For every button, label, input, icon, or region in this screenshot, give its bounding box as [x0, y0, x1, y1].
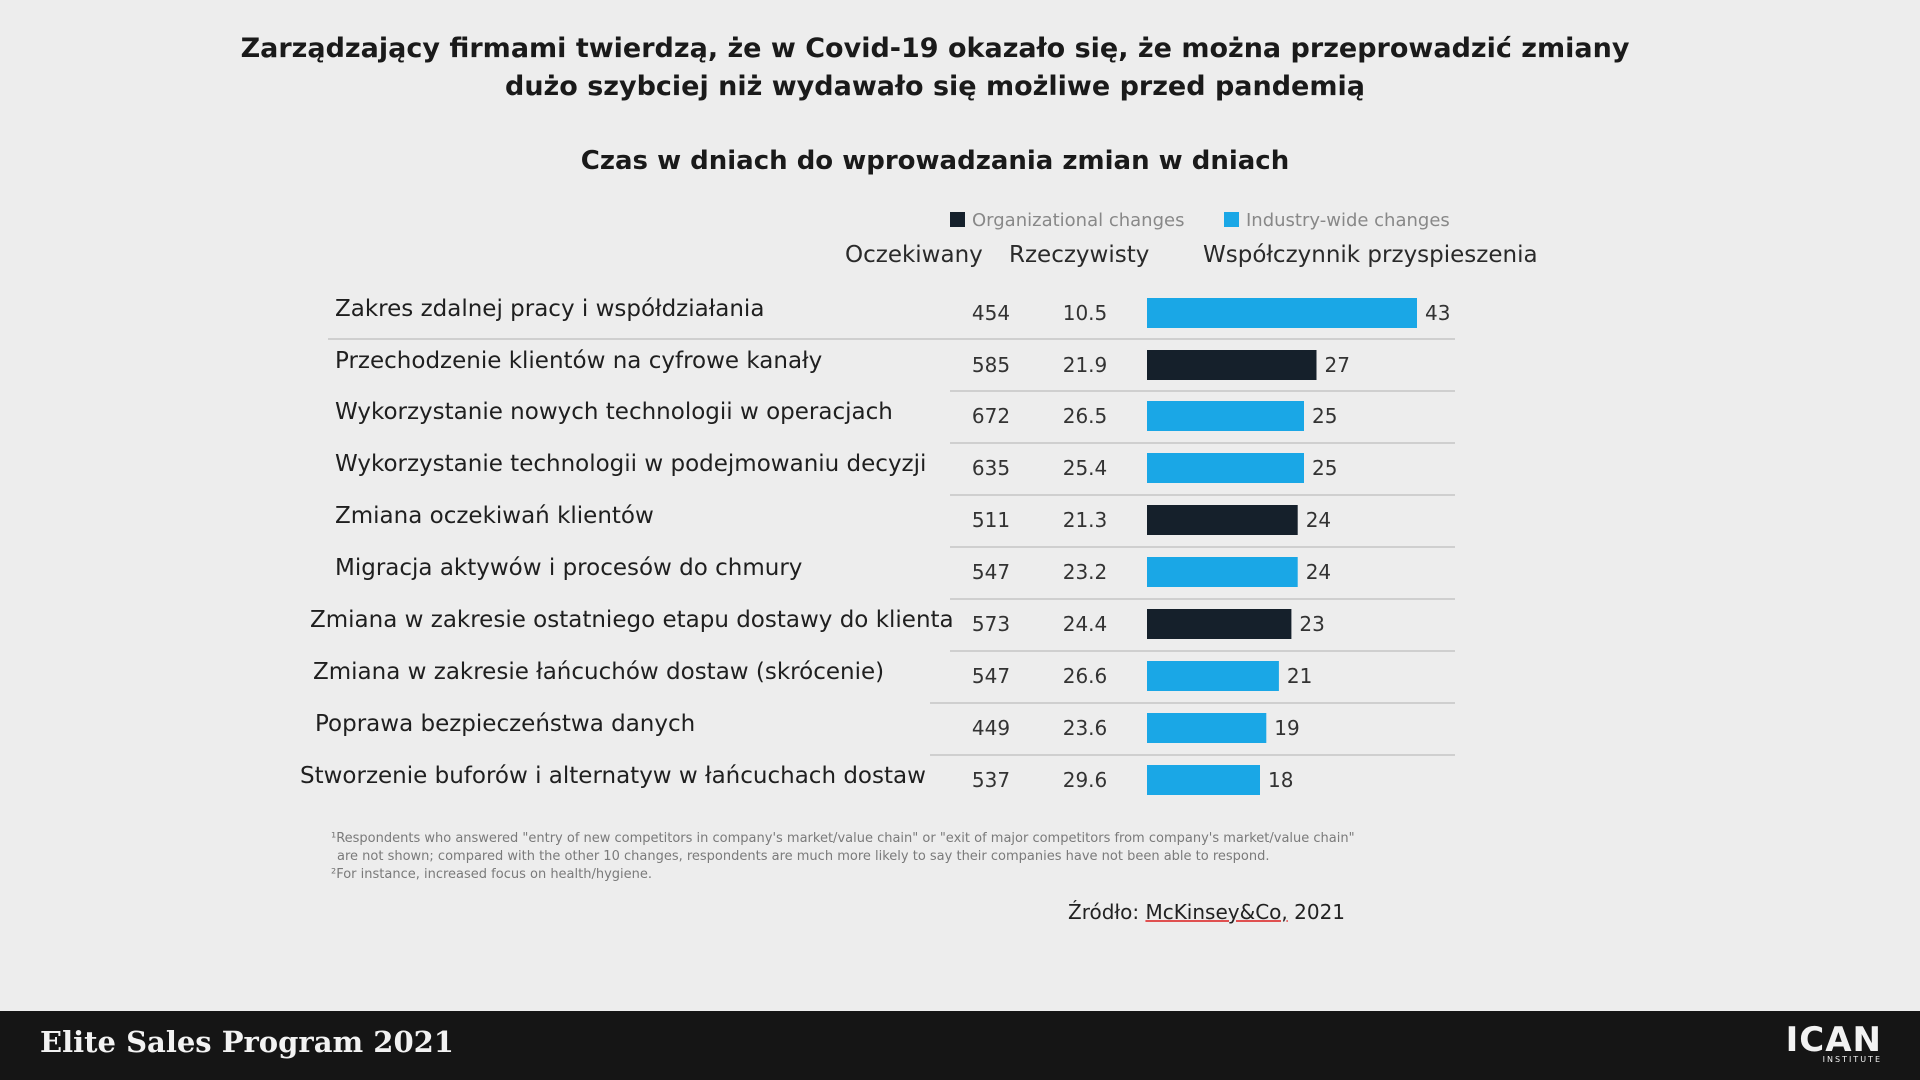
footnote-line-2: are not shown; compared with the other 1…: [337, 849, 1270, 864]
row-separator: [950, 494, 1455, 496]
bar-data-label: 23: [1299, 612, 1324, 636]
footer-bar: Elite Sales Program 2021 ICAN INSTITUTE: [0, 1011, 1920, 1080]
bar-industry: [1147, 401, 1304, 431]
row-expected-value: 635: [971, 456, 1011, 480]
row-label: Wykorzystanie technologii w podejmowaniu…: [335, 451, 927, 477]
row-actual-value: 24.4: [1062, 612, 1108, 636]
row-actual-value: 25.4: [1062, 456, 1108, 480]
bar-organizational: [1147, 505, 1298, 535]
row-expected-value: 585: [971, 353, 1011, 377]
legend-swatch-industry: [1224, 212, 1239, 227]
row-expected-value: 573: [971, 612, 1011, 636]
slide-title: Zarządzający firmami twierdzą, że w Covi…: [0, 30, 1870, 106]
row-actual-value: 23.2: [1062, 560, 1108, 584]
row-separator: [950, 650, 1455, 652]
row-expected-value: 672: [971, 404, 1011, 428]
logo-sub-text: INSTITUTE: [1822, 1055, 1882, 1064]
bar-data-label: 27: [1325, 353, 1350, 377]
row-label: Zmiana w zakresie ostatniego etapu dosta…: [310, 607, 954, 633]
row-label: Przechodzenie klientów na cyfrowe kanały: [335, 348, 823, 374]
row-separator: [930, 754, 1455, 756]
row-separator: [950, 390, 1455, 392]
program-title: Elite Sales Program 2021: [40, 1025, 454, 1059]
row-separator: [950, 442, 1455, 444]
row-expected-value: 449: [971, 716, 1011, 740]
bar-data-label: 25: [1312, 456, 1337, 480]
bar-data-label: 24: [1306, 560, 1331, 584]
ican-logo: ICAN INSTITUTE: [1786, 1023, 1882, 1064]
bar-industry: [1147, 765, 1260, 795]
row-label: Zakres zdalnej pracy i współdziałania: [335, 296, 765, 322]
bar-organizational: [1147, 350, 1317, 380]
chart-title: Czas w dniach do wprowadzania zmian w dn…: [580, 146, 1290, 176]
row-separator: [328, 338, 1455, 340]
row-actual-value: 29.6: [1062, 768, 1108, 792]
footnote: ¹Respondents who answered "entry of new …: [331, 830, 1451, 884]
source-year: 2021: [1287, 900, 1346, 924]
bar-data-label: 21: [1287, 664, 1312, 688]
logo-main-text: ICAN: [1785, 1020, 1882, 1060]
bar-organizational: [1147, 609, 1292, 639]
legend-item-industry: Industry-wide changes: [1224, 210, 1450, 231]
row-expected-value: 547: [971, 664, 1011, 688]
row-label: Zmiana w zakresie łańcuchów dostaw (skró…: [313, 659, 885, 685]
bar-data-label: 18: [1268, 768, 1293, 792]
source-prefix: Źródło:: [1068, 900, 1146, 924]
slide: Zarządzający firmami twierdzą, że w Covi…: [0, 30, 1870, 924]
bar-chart: 43 27 25 25 24 24 23 21 19 18: [1147, 298, 1450, 795]
source-name: McKinsey&Co,: [1145, 900, 1288, 924]
legend-swatch-organizational: [950, 212, 965, 227]
bar-industry: [1147, 713, 1267, 743]
bar-data-label: 25: [1312, 404, 1337, 428]
bar-industry: [1147, 557, 1298, 587]
row-label: Wykorzystanie nowych technologii w opera…: [335, 399, 893, 425]
row-actual-value: 21.3: [1062, 508, 1108, 532]
row-separator: [950, 598, 1455, 600]
column-header-actual: Rzeczywisty: [1009, 242, 1150, 268]
slide-title-line1: Zarządzający firmami twierdzą, że w Covi…: [240, 33, 1630, 64]
legend-item-organizational: Organizational changes: [950, 210, 1184, 231]
bar-industry: [1147, 453, 1304, 483]
row-actual-value: 23.6: [1062, 716, 1108, 740]
row-actual-value: 26.6: [1062, 664, 1108, 688]
row-expected-value: 454: [971, 301, 1011, 325]
slide-title-line2: dużo szybciej niż wydawało się możliwe p…: [505, 71, 1365, 102]
legend-label-industry: Industry-wide changes: [1246, 210, 1450, 231]
bar-data-label: 24: [1306, 508, 1331, 532]
row-label: Poprawa bezpieczeństwa danych: [315, 711, 696, 737]
row-expected-value: 547: [971, 560, 1011, 584]
row-actual-value: 21.9: [1062, 353, 1108, 377]
source-note: Źródło: McKinsey&Co, 2021: [1068, 900, 1345, 924]
bar-industry: [1147, 298, 1417, 328]
footnote-line-3: ²For instance, increased focus on health…: [331, 867, 653, 882]
row-label: Stworzenie buforów i alternatyw w łańcuc…: [300, 763, 926, 789]
bar-data-label: 43: [1425, 301, 1450, 325]
row-expected-value: 511: [971, 508, 1011, 532]
row-label: Zmiana oczekiwań klientów: [335, 503, 654, 529]
row-separator: [930, 702, 1455, 704]
bar-data-label: 19: [1274, 716, 1299, 740]
row-expected-value: 537: [971, 768, 1011, 792]
row-actual-value: 26.5: [1062, 404, 1108, 428]
row-actual-value: 10.5: [1062, 301, 1108, 325]
column-header-expected: Oczekiwany: [845, 242, 983, 268]
footnote-line-1: ¹Respondents who answered "entry of new …: [331, 831, 1355, 846]
bar-industry: [1147, 661, 1279, 691]
legend-label-organizational: Organizational changes: [972, 210, 1185, 231]
column-header-factor: Współczynnik przyspieszenia: [1203, 242, 1538, 268]
row-label: Migracja aktywów i procesów do chmury: [335, 555, 803, 581]
row-separator: [950, 546, 1455, 548]
